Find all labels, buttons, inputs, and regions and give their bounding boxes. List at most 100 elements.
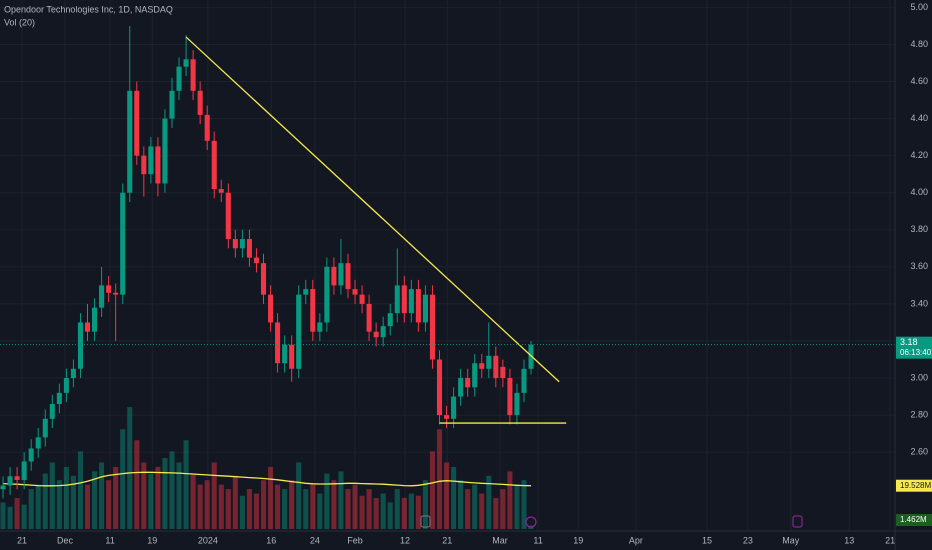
candle-body: [35, 437, 41, 449]
volume-bar: [296, 462, 302, 529]
candle-body: [218, 189, 224, 193]
candle-body: [472, 363, 478, 388]
volume-bar: [162, 458, 168, 529]
volume-bar: [155, 466, 161, 529]
candle-body: [134, 90, 140, 156]
candle-body: [49, 403, 55, 419]
volume-bar: [63, 466, 69, 529]
volume-bar: [507, 471, 513, 529]
volume-bar: [324, 473, 330, 529]
y-tick-label: 5.00: [910, 2, 928, 12]
candle-body: [317, 322, 323, 332]
x-tick-label: 23: [743, 535, 753, 545]
y-tick-label: 3.80: [910, 224, 928, 234]
candle-body: [120, 192, 126, 295]
x-tick-label: 13: [844, 535, 854, 545]
candle-body: [77, 322, 84, 369]
candle-body: [324, 266, 330, 323]
volume-bar: [444, 462, 450, 529]
volume-bar: [282, 489, 288, 529]
candle-body: [275, 322, 281, 364]
candle-body: [162, 118, 168, 184]
candle-body: [253, 257, 260, 264]
candle-body: [183, 59, 189, 67]
volume-bar: [232, 475, 238, 529]
volume-bar: [120, 429, 126, 529]
volume-bar: [289, 480, 295, 529]
volume-bar: [380, 493, 386, 529]
candle-body: [148, 146, 154, 175]
candle-body: [99, 285, 105, 308]
x-tick-label: 12: [400, 535, 410, 545]
candle-body: [70, 368, 76, 379]
volume-bar: [134, 440, 140, 529]
x-tick-label: Apr: [629, 535, 643, 545]
volume-bar: [521, 480, 527, 529]
candle-body: [190, 59, 196, 91]
y-tick-label: 2.80: [910, 409, 928, 419]
volume-bar: [56, 480, 62, 529]
candle-body: [106, 285, 112, 293]
volume-bar: [113, 466, 119, 529]
volume-bar: [275, 484, 281, 529]
volume-bar: [387, 502, 393, 529]
volume-last-label: 1.462M: [900, 515, 927, 524]
volume-bar: [92, 471, 98, 529]
volume-bar: [70, 475, 76, 529]
candle-body: [345, 263, 351, 290]
candle-body: [127, 90, 133, 193]
volume-bar: [373, 497, 379, 529]
last-price-label: 3.18: [900, 337, 918, 347]
earnings-icon[interactable]: [420, 515, 431, 528]
dividend-icon[interactable]: [525, 516, 537, 528]
candle-body: [359, 294, 365, 304]
volume-bar: [422, 480, 428, 529]
candle-body: [436, 359, 443, 416]
candle-body: [394, 285, 400, 314]
x-tick-label: Dec: [57, 535, 74, 545]
volume-bar: [0, 502, 6, 529]
volume-bar: [408, 493, 414, 529]
volume-bar: [303, 489, 309, 529]
volume-bar: [197, 484, 203, 529]
volume-bar: [500, 489, 506, 529]
volume-ma-box: [896, 479, 932, 492]
candle-body: [465, 378, 471, 388]
volume-bar: [268, 466, 274, 529]
volume-bar: [84, 484, 91, 529]
volume-bar: [401, 497, 407, 529]
candle-body: [486, 355, 492, 369]
candle-body: [0, 485, 6, 490]
candle-body: [63, 378, 69, 393]
candle-body: [21, 461, 27, 480]
y-tick-label: 4.80: [910, 39, 928, 49]
volume-bar: [176, 462, 182, 529]
x-tick-label: Feb: [347, 535, 363, 545]
volume-bar: [7, 506, 13, 529]
volume-bar: [183, 440, 189, 529]
volume-bar: [338, 471, 344, 529]
countdown-label: 06:13:40: [900, 348, 932, 357]
candle-body: [444, 415, 450, 419]
candle-body: [458, 378, 464, 397]
volume-bar: [359, 495, 365, 529]
volume-bar: [106, 480, 112, 529]
volume-bar: [352, 484, 358, 529]
earnings-icon[interactable]: [792, 515, 803, 528]
candle-body: [28, 448, 34, 462]
volume-bar: [493, 497, 499, 529]
candle-body: [401, 285, 407, 314]
x-tick-label: 24: [310, 535, 320, 545]
volume-bar: [190, 473, 196, 529]
volume-bar: [141, 462, 147, 529]
y-tick-label: 4.60: [910, 76, 928, 86]
candle-body: [239, 239, 245, 249]
y-tick-label: 4.40: [910, 113, 928, 123]
volume-bar: [127, 407, 133, 529]
candle-body: [260, 263, 267, 295]
candle-body: [176, 66, 182, 91]
volume-bar: [394, 489, 400, 529]
candle-body: [521, 368, 527, 393]
volume-bar: [218, 484, 224, 529]
